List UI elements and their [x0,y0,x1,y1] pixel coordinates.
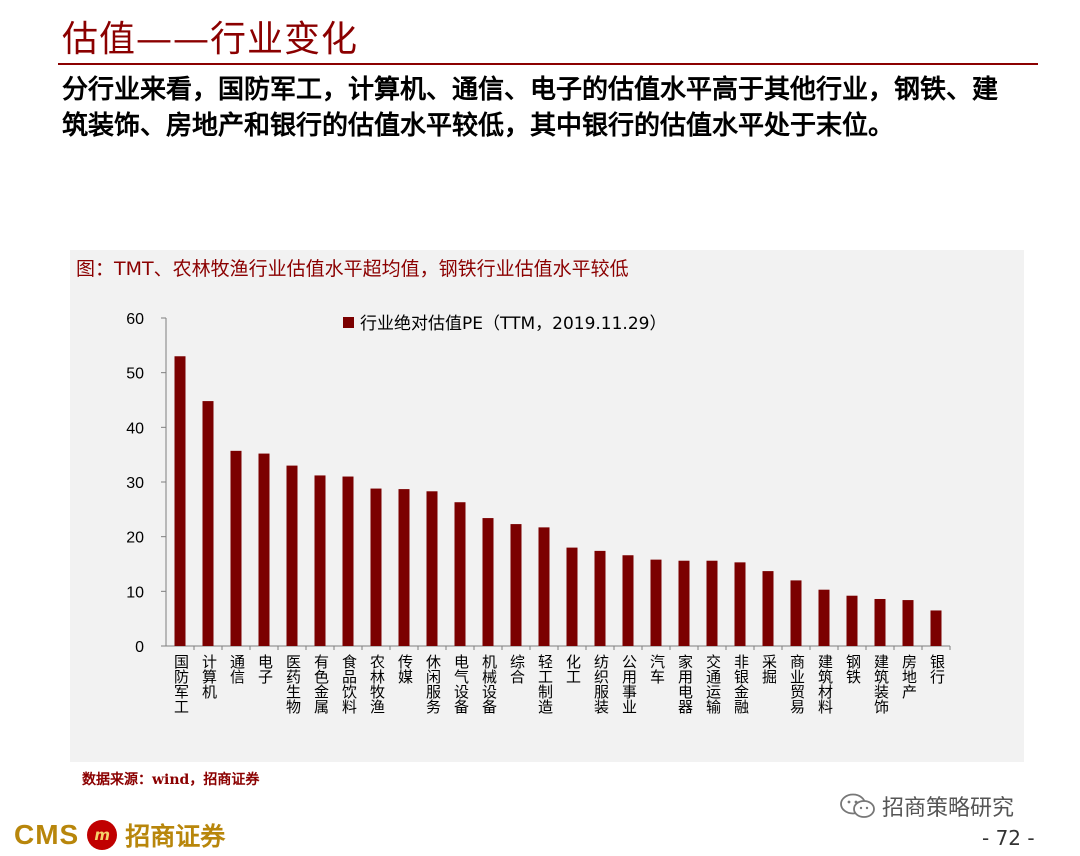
x-tick-label: 交通运输 [704,653,722,714]
y-tick-label: 40 [126,420,144,437]
title-divider [58,63,1038,65]
wechat-watermark: 招商策略研究 [838,790,1014,822]
bar [846,595,858,646]
bar [174,356,186,646]
x-tick-label: 计算机 [200,654,218,700]
y-tick-label: 60 [126,311,144,328]
wechat-account-name: 招商策略研究 [882,796,1015,821]
bar [286,465,298,646]
bar [454,502,466,646]
x-tick-label: 汽车 [648,654,666,684]
bar [482,518,494,646]
data-source: 数据来源：wind，招商证券 [82,772,260,788]
logo-text: CMS [14,819,80,850]
bar [594,550,606,646]
legend-label: 行业绝对估值PE（TTM，2019.11.29） [360,314,666,334]
logo-company-name: 招商证券 [125,822,226,851]
x-tick-label: 钢铁 [844,654,862,684]
x-tick-label: 通信 [228,654,246,684]
bar [762,571,774,646]
x-tick-label: 纺织服装 [592,654,610,714]
bar [650,559,662,646]
x-tick-label: 采掘 [760,654,778,685]
bar [930,610,942,646]
x-tick-label: 有色金属 [312,654,330,714]
page-number: - 72 - [982,826,1035,850]
bar [230,450,242,646]
x-tick-label: 轻工制造 [536,654,554,715]
bar [314,475,326,646]
legend-swatch [343,317,354,328]
bar [202,401,214,646]
summary-text: 分行业来看，国防军工，计算机、通信、电子的估值水平高于其他行业，钢铁、建筑装饰、… [62,75,999,141]
chart-heading: 图：TMT、农林牧渔行业估值水平超均值，钢铁行业估值水平较低 [76,258,629,280]
x-tick-label: 公用事业 [620,654,638,714]
x-tick-label: 休闲服务 [424,654,442,715]
x-tick-label: 国防军工 [172,654,190,714]
bar [790,580,802,646]
x-tick-label: 建筑材料 [816,654,834,714]
x-tick-label: 传媒 [396,654,414,684]
y-tick-label: 50 [126,366,144,383]
y-tick-label: 20 [126,530,144,547]
x-tick-label: 电子 [256,654,274,684]
company-logo: CMS m 招商证券 [14,815,225,855]
bar [678,560,690,646]
bar [818,589,830,646]
bar [874,598,886,646]
bar [258,453,270,646]
x-tick-label: 化工 [564,654,582,684]
bar [510,524,522,646]
x-tick-label: 家用电器 [676,654,694,714]
x-tick-label: 电气设备 [452,654,470,714]
x-tick-label: 医药生物 [284,654,302,715]
y-tick-label: 0 [135,639,144,656]
bar [538,527,550,646]
x-tick-label: 银行 [928,654,946,685]
y-tick-label: 30 [126,475,144,492]
x-tick-label: 机械设备 [480,654,498,714]
chart-panel [70,250,1024,762]
y-tick-label: 10 [126,584,144,601]
bar [426,491,438,646]
x-tick-label: 食品饮料 [340,654,358,714]
slide-title: 估值——行业变化 [62,19,359,60]
bar [566,547,578,646]
bar [734,562,746,646]
x-tick-label: 农林牧渔 [368,654,386,714]
bar [370,488,382,646]
bar [902,600,914,646]
logo-emblem-icon: m [87,820,118,850]
x-tick-label: 商业贸易 [788,654,806,714]
x-tick-label: 综合 [508,654,526,684]
bar [342,476,354,646]
x-tick-label: 非银金融 [732,654,750,714]
x-tick-label: 建筑装饰 [872,654,890,714]
wechat-icon [840,793,875,818]
bar [706,560,718,646]
bar [622,555,634,646]
bar [398,489,410,646]
x-tick-label: 房地产 [900,654,918,699]
